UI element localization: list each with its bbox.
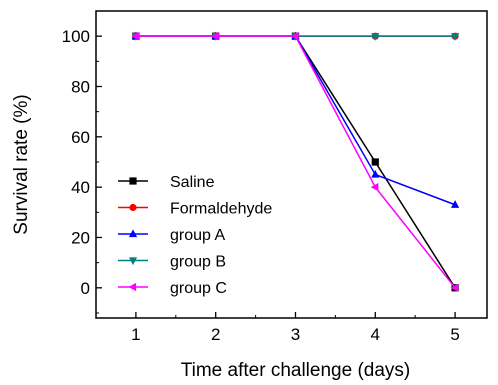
legend-marker: [128, 257, 138, 266]
legend-item: group C: [118, 280, 227, 297]
plot-area: [131, 31, 460, 292]
y-tick-label: 100: [62, 27, 90, 46]
data-point: [450, 283, 459, 292]
data-point: [131, 32, 139, 41]
y-tick-label: 80: [71, 77, 90, 96]
data-point: [450, 33, 460, 41]
y-tick-label: 60: [71, 128, 90, 147]
legend-marker: [129, 203, 137, 212]
y-tick-label: 20: [71, 228, 90, 247]
legend: Saline Formaldehyde group A group B group C: [118, 174, 272, 297]
data-point: [371, 33, 380, 41]
data-point: [371, 158, 379, 166]
legend-label: group B: [170, 254, 226, 271]
legend-marker: [128, 282, 137, 292]
legend-item: Formaldehyde: [118, 201, 272, 218]
x-tick-label: 3: [291, 325, 300, 344]
data-point: [450, 200, 460, 208]
data-point: [370, 183, 379, 192]
legend-label: Saline: [170, 174, 215, 191]
data-point: [371, 169, 380, 178]
x-tick-label: 5: [450, 325, 459, 344]
series-group-c: [131, 32, 459, 292]
legend-item: group A: [118, 227, 225, 244]
series-line: [135, 35, 456, 289]
x-tick-label: 1: [131, 325, 140, 344]
legend-label: group C: [170, 280, 227, 297]
y-axis-title: Survival rate (%): [11, 94, 32, 234]
legend-marker: [129, 177, 137, 185]
x-axis-title: Time after challenge (days): [181, 360, 411, 381]
legend-item: group B: [118, 254, 226, 271]
axes: 1 2 3 4 5 0 20 40 60 80 100: [62, 10, 488, 344]
data-point: [211, 32, 219, 41]
x-tick-label: 4: [371, 325, 380, 344]
data-point: [290, 32, 299, 41]
x-tick-label: 2: [211, 325, 220, 344]
y-tick-label: 0: [81, 279, 90, 298]
series-line: [135, 35, 456, 289]
plot-frame: [95, 10, 488, 319]
legend-label: Formaldehyde: [170, 201, 272, 218]
y-tick-label: 40: [71, 178, 90, 197]
legend-marker: [128, 229, 138, 238]
legend-item: Saline: [118, 174, 215, 191]
legend-label: group A: [170, 227, 225, 244]
